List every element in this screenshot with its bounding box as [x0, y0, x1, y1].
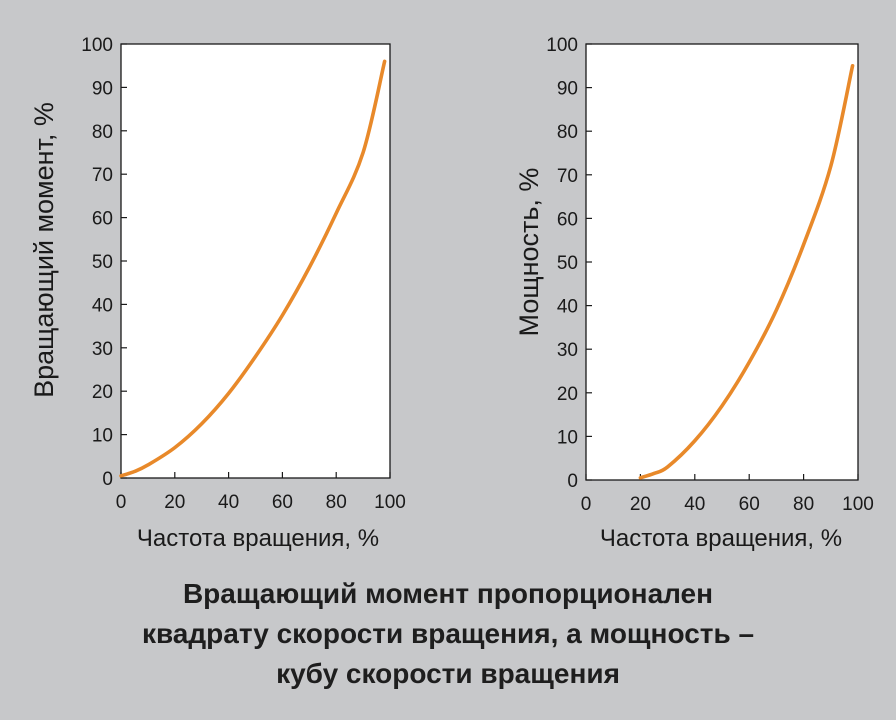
- chart-2-ylabel: Мощность, %: [514, 168, 544, 337]
- chart-1-xtick-label: 80: [326, 492, 347, 513]
- caption: Вращающий момент пропорционален квадрату…: [0, 574, 896, 694]
- chart-2-xtick-label: 60: [739, 494, 760, 515]
- caption-line-3: кубу скорости вращения: [276, 658, 620, 689]
- chart-2-series-1-line: [638, 64, 855, 480]
- chart-1-ytick-label: 50: [92, 252, 113, 273]
- chart-2-ytick-label: 40: [557, 297, 578, 318]
- chart-1-ytick-label: 100: [81, 35, 113, 56]
- chart-2-ytick-label: 50: [557, 253, 578, 274]
- chart-1-ytick-label: 90: [92, 78, 113, 99]
- chart-2-plot-area: [585, 43, 859, 481]
- chart-2-ytick-label: 70: [557, 166, 578, 187]
- chart-1-xtick-label: 20: [164, 492, 185, 513]
- chart-1-xlabel: Частота вращения, %: [137, 525, 379, 552]
- chart-2-xtick-label: 40: [684, 494, 705, 515]
- chart-1-xtick-label: 40: [218, 492, 239, 513]
- chart-2-xtick-label: 100: [842, 494, 874, 515]
- caption-line-1: Вращающий момент пропорционален: [182, 578, 714, 609]
- chart-1-xtick-label: 60: [272, 492, 293, 513]
- chart-1-ytick-label: 0: [102, 469, 113, 490]
- chart-1-ytick-label: 60: [92, 209, 113, 230]
- chart-2-ytick-label: 20: [557, 384, 578, 405]
- chart-1-ytick-label: 80: [92, 122, 113, 143]
- chart-1-ytick-label: 70: [92, 165, 113, 186]
- chart-1-ytick-label: 30: [92, 339, 113, 360]
- chart-2-ytick-label: 0: [567, 471, 578, 492]
- chart-2-xtick-label: 0: [581, 494, 592, 515]
- caption-line-2: квадрату скорости вращения, а мощность –: [141, 618, 755, 649]
- chart-1-ytick-label: 40: [92, 295, 113, 316]
- chart-1-xtick-label: 100: [374, 492, 406, 513]
- chart-1-xtick-label: 0: [116, 492, 127, 513]
- chart-2-ytick-label: 30: [557, 340, 578, 361]
- chart-1-ytick-label: 20: [92, 382, 113, 403]
- chart-2-ytick-label: 100: [546, 35, 578, 56]
- chart-1-series-1-line: [119, 59, 387, 478]
- chart-2-ytick-label: 60: [557, 209, 578, 230]
- chart-2-ytick-label: 90: [557, 79, 578, 100]
- chart-2-xtick-label: 20: [630, 494, 651, 515]
- chart-1-ylabel: Вращающий момент, %: [29, 102, 59, 398]
- chart-2-ytick-label: 10: [557, 427, 578, 448]
- chart-1-ytick-label: 10: [92, 426, 113, 447]
- chart-1-plot-area: [120, 43, 391, 479]
- chart-2-ytick-label: 80: [557, 122, 578, 143]
- chart-1: 0 10 20 30 40 50 60 70 80 90 100 0 20 40 60 80 100 Частот…: [29, 35, 406, 552]
- chart-2-xtick-label: 80: [793, 494, 814, 515]
- chart-2-xlabel: Частота вращения, %: [600, 525, 842, 552]
